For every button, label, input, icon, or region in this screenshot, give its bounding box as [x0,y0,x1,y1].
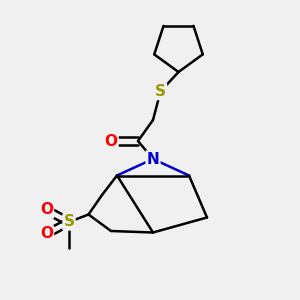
Text: O: O [40,202,53,217]
Text: N: N [147,152,159,166]
Text: O: O [104,134,118,148]
Text: S: S [64,214,74,230]
Text: O: O [40,226,53,242]
Text: S: S [155,84,166,99]
